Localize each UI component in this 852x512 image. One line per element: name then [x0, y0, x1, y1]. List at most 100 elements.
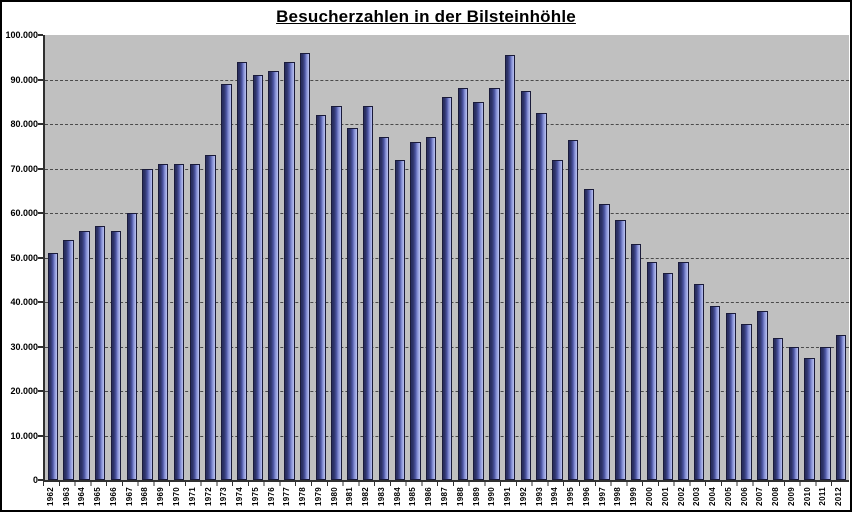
x-label-text-1976: 1976	[266, 487, 276, 506]
bar-1972	[205, 155, 216, 480]
x-label-text-2008: 2008	[771, 487, 781, 506]
x-label-text-1997: 1997	[597, 487, 607, 506]
x-label-2011: 2011	[816, 487, 832, 510]
bar-2012	[835, 335, 847, 480]
bars	[45, 35, 849, 480]
x-label-text-2004: 2004	[708, 487, 718, 506]
x-label-text-1978: 1978	[298, 487, 308, 506]
bar-cell-1970	[171, 35, 187, 480]
x-label-2002: 2002	[674, 487, 690, 510]
bar-2008	[772, 337, 784, 480]
bar-cell-1977	[281, 35, 297, 480]
x-label-1992: 1992	[516, 487, 532, 510]
bar-cell-1964	[77, 35, 93, 480]
x-label-1977: 1977	[279, 487, 295, 510]
bar-1988	[457, 88, 468, 480]
x-label-1968: 1968	[138, 487, 154, 510]
bar-cell-1967	[124, 35, 140, 480]
bar-1981	[347, 128, 358, 480]
bar-1965	[94, 226, 106, 480]
bar-1991	[504, 55, 516, 480]
bar-cell-1992	[518, 35, 534, 480]
x-label-1974: 1974	[232, 487, 248, 510]
bar-cell-1962	[45, 35, 61, 480]
x-label-1986: 1986	[421, 487, 437, 510]
x-label-1963: 1963	[59, 487, 75, 510]
bar-cell-1980	[329, 35, 345, 480]
x-axis-labels: 1962 1963 1964 1965 1966 1967 1968 1969 1970 1971…	[43, 487, 847, 510]
bar-1986	[426, 137, 437, 480]
y-label-10.000: 10.000	[10, 430, 38, 441]
bar-cell-1968	[140, 35, 156, 480]
bar-cell-1989	[471, 35, 487, 480]
chart-title: Besucherzahlen in der Bilsteinhöhle	[276, 7, 576, 26]
bar-1992	[520, 90, 532, 480]
x-label-2007: 2007	[752, 487, 768, 510]
bar-cell-1975	[250, 35, 266, 480]
bar-cell-2001	[660, 35, 676, 480]
bar-1987	[441, 97, 453, 480]
bar-1963	[63, 239, 74, 480]
x-label-text-1965: 1965	[93, 487, 103, 506]
bar-1971	[189, 164, 200, 480]
x-label-text-2006: 2006	[739, 487, 749, 506]
bar-cell-2002	[676, 35, 692, 480]
x-label-1994: 1994	[548, 487, 564, 510]
bar-1962	[47, 253, 59, 480]
x-label-1995: 1995	[563, 487, 579, 510]
bar-1978	[299, 52, 311, 480]
bar-cell-2011	[818, 35, 834, 480]
x-label-text-1995: 1995	[566, 487, 576, 506]
x-label-1979: 1979	[311, 487, 327, 510]
x-label-text-1988: 1988	[455, 487, 465, 506]
x-label-2005: 2005	[721, 487, 737, 510]
bar-1995	[567, 139, 579, 480]
bar-cell-2010	[802, 35, 818, 480]
bar-cell-1979	[313, 35, 329, 480]
x-label-1966: 1966	[106, 487, 122, 510]
x-label-1980: 1980	[327, 487, 343, 510]
bar-1984	[394, 159, 405, 480]
bar-cell-1987	[439, 35, 455, 480]
bar-cell-2009	[786, 35, 802, 480]
x-label-text-1973: 1973	[219, 487, 229, 506]
x-label-1996: 1996	[579, 487, 595, 510]
x-label-text-1979: 1979	[313, 487, 323, 506]
x-label-text-1977: 1977	[282, 487, 292, 506]
x-label-text-1968: 1968	[140, 487, 150, 506]
bar-cell-1971	[187, 35, 203, 480]
x-label-1965: 1965	[90, 487, 106, 510]
bar-1975	[252, 75, 264, 480]
x-label-text-1984: 1984	[392, 487, 402, 506]
x-label-1970: 1970	[169, 487, 185, 510]
bar-1970	[173, 164, 185, 480]
x-label-1997: 1997	[595, 487, 611, 510]
x-label-2000: 2000	[642, 487, 658, 510]
x-label-text-1994: 1994	[550, 487, 560, 506]
x-label-text-2002: 2002	[676, 487, 686, 506]
x-label-text-1969: 1969	[156, 487, 166, 506]
x-label-text-1970: 1970	[172, 487, 181, 506]
y-label-90.000: 90.000	[10, 74, 38, 85]
x-label-1987: 1987	[437, 487, 453, 510]
x-label-text-1990: 1990	[487, 487, 497, 506]
x-label-1999: 1999	[626, 487, 642, 510]
bar-cell-1981	[345, 35, 361, 480]
bar-cell-1993	[534, 35, 550, 480]
x-label-2008: 2008	[768, 487, 784, 510]
y-label-0: 0	[32, 475, 38, 485]
x-label-text-1987: 1987	[440, 487, 450, 506]
x-label-text-1967: 1967	[124, 487, 134, 506]
bar-cell-1982	[360, 35, 376, 480]
x-label-text-1985: 1985	[408, 487, 418, 506]
bar-2007	[757, 310, 768, 480]
x-label-text-2000: 2000	[644, 487, 654, 506]
y-label-100.000: 100.000	[5, 30, 38, 40]
bar-cell-1995	[565, 35, 581, 480]
y-tick-100.000	[38, 34, 43, 36]
bar-1999	[631, 244, 642, 480]
bar-1998	[615, 219, 626, 480]
x-label-2006: 2006	[737, 487, 753, 510]
x-label-2012: 2012	[831, 487, 847, 510]
y-tick-0	[38, 479, 43, 481]
